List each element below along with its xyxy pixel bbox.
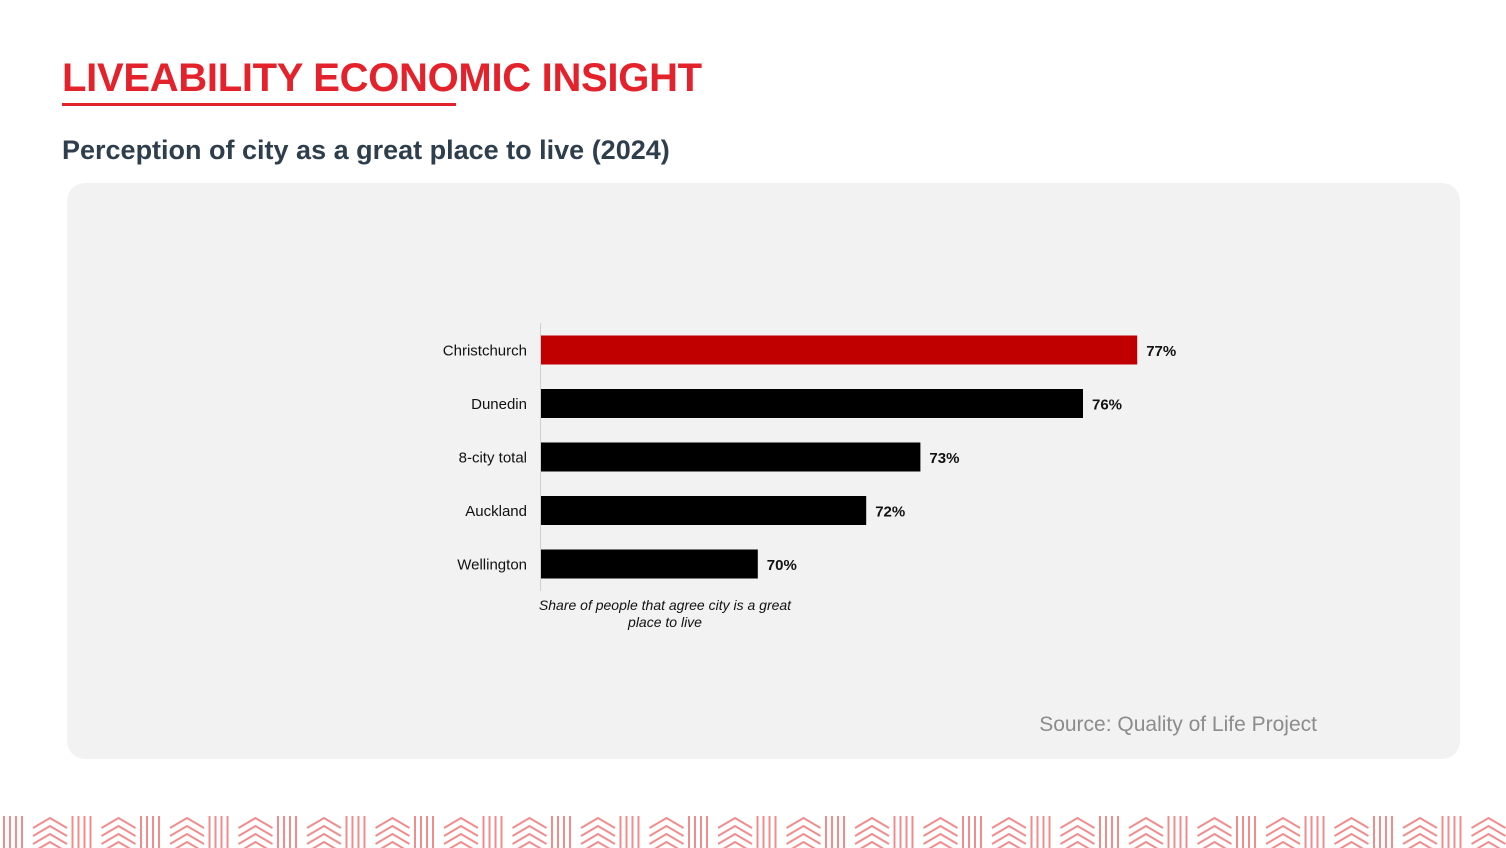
bar-auckland [541,496,867,525]
data-label: 72% [875,504,905,521]
bar-dunedin [541,389,1083,418]
bar-christchurch [541,335,1138,365]
x-axis-label: Share of people that agree city is a gre… [538,597,792,630]
page-title: LIVEABILITY ECONOMIC INSIGHT [62,56,702,100]
bar-wellington [541,549,758,579]
y-tick-label: Auckland [465,503,527,520]
footer-decoration [3,816,1506,848]
title-underline [62,103,456,106]
y-tick-label: Christchurch [443,343,527,360]
source-note: Source: Quality of Life Project [1039,713,1317,736]
data-label: 77% [1146,343,1176,360]
data-label: 76% [1092,397,1122,414]
y-tick-label: 8-city total [459,450,527,467]
chart-panel: Christchurch 77% Dunedin 76% 8-city total 73%… [67,183,1460,759]
y-tick-label: Dunedin [471,396,527,413]
bar-chart: Christchurch 77% Dunedin 76% 8-city total 73%… [443,323,1176,591]
data-label: 70% [767,557,797,574]
bar-8-city-total [541,442,921,472]
chart-subtitle: Perception of city as a great place to l… [62,135,670,165]
y-tick-label: Wellington [457,557,527,574]
data-label: 73% [929,450,959,467]
